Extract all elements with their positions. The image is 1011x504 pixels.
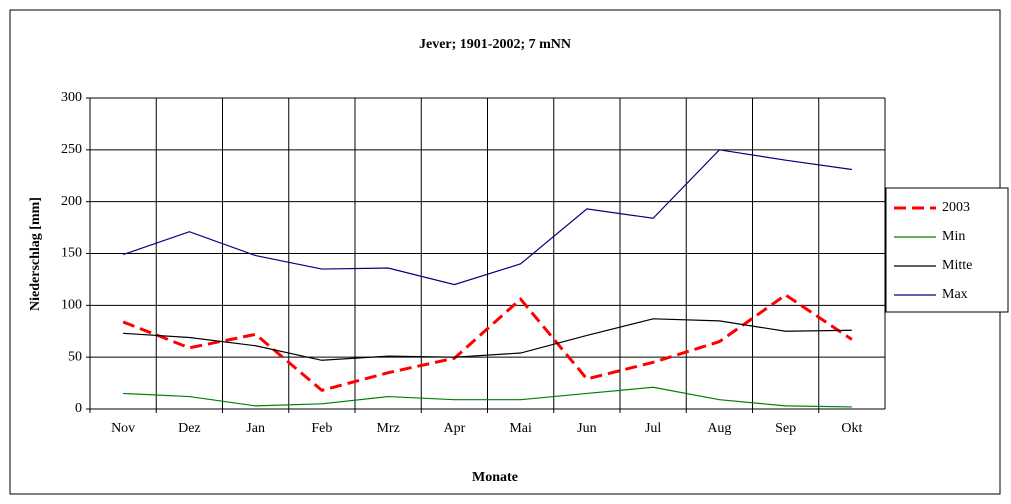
x-tick-label: Jan [246,421,265,436]
y-axis-label: Niederschlag [mm] [28,197,43,311]
series-line [122,293,853,392]
x-tick-label: Jun [577,421,596,436]
x-tick-label: Feb [311,421,332,436]
x-tick-label: Dez [178,421,201,436]
y-tick-label: 50 [68,349,82,364]
chart-title: Jever; 1901-2002; 7 mNN [419,37,571,52]
series-line [123,318,852,361]
legend-label: Mitte [942,258,972,273]
x-tick-label: Mrz [376,421,399,436]
y-tick-label: 100 [61,298,82,313]
y-tick-label: 300 [61,90,82,105]
x-axis-label: Monate [472,470,518,485]
y-tick-label: 250 [61,142,82,157]
x-tick-label: Sep [775,421,796,436]
y-tick-label: 0 [75,401,82,416]
legend-label: Min [942,229,965,244]
legend-label: 2003 [942,200,970,215]
x-tick-label: Aug [707,421,731,436]
x-tick-label: Okt [841,421,862,436]
y-tick-label: 150 [61,246,82,261]
x-tick-label: Mai [509,421,532,436]
x-tick-label: Jul [645,421,661,436]
legend-box [885,187,1009,313]
chart-frame [9,9,1001,495]
x-tick-label: Nov [111,421,135,436]
legend-label: Max [942,287,968,302]
x-tick-label: Apr [443,421,465,436]
series-line [123,386,852,408]
y-tick-label: 200 [61,194,82,209]
series-line [122,149,852,286]
